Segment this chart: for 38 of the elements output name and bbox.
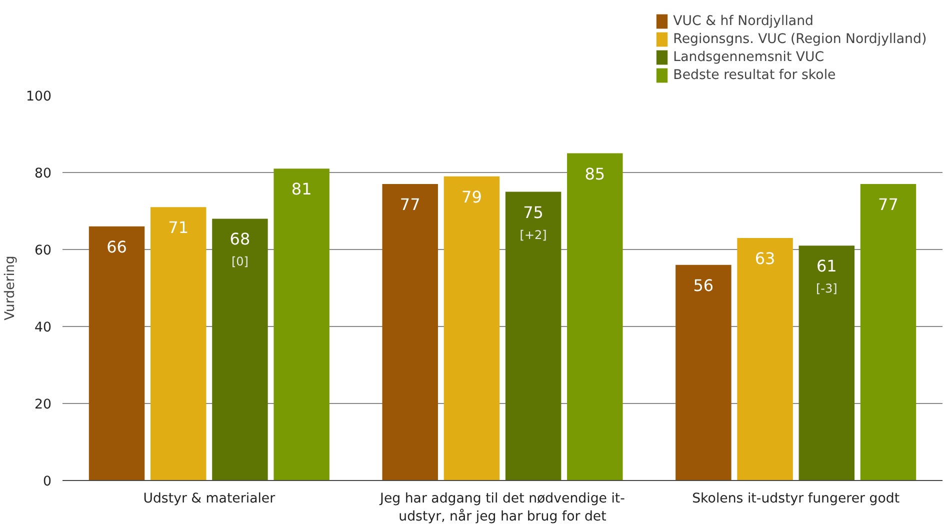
y-axis-title: Vurdering	[3, 256, 18, 320]
bar	[860, 184, 916, 480]
bar	[444, 176, 500, 480]
bar	[150, 207, 206, 480]
data-label: 81	[291, 180, 312, 199]
data-label: 56	[693, 276, 714, 295]
legend-label: VUC & hf Nordjylland	[673, 12, 814, 30]
data-label: 61 [-3]	[816, 256, 838, 296]
bar	[88, 226, 145, 480]
data-label: 71	[168, 218, 189, 238]
bar	[676, 264, 732, 480]
bar	[212, 218, 268, 480]
data-label: 77	[878, 195, 898, 214]
data-label: 75 [+2]	[520, 202, 547, 242]
y-tick-label: 40	[34, 320, 52, 336]
bar	[505, 192, 562, 480]
bar	[737, 238, 793, 480]
bar	[798, 246, 854, 480]
legend-label: Regionsgns. VUC (Region Nordjylland)	[673, 30, 927, 48]
x-tick-label: Skolens it-udstyr fungerer godt	[692, 492, 900, 506]
y-tick-label: 20	[34, 398, 52, 412]
data-label: 63	[754, 248, 776, 268]
data-label: 77	[400, 195, 420, 214]
data-label: 85	[584, 164, 606, 184]
y-tick-label: 100	[26, 90, 52, 104]
data-label: 66	[106, 237, 127, 256]
legend-label: Bedste resultat for skole	[673, 66, 836, 84]
data-label: 79	[462, 187, 482, 206]
data-label: 68 [0]	[230, 230, 250, 269]
bar	[567, 153, 623, 480]
x-tick-label: Udstyr & materialer	[143, 492, 276, 506]
x-tick-label: Jeg har adgang til det nødvendige it-udstyr, når jeg har brug for det	[379, 492, 626, 524]
y-tick-label: 0	[43, 474, 52, 490]
y-tick-label: 60	[34, 244, 52, 258]
legend-label: Landsgennemsnit VUC	[673, 48, 824, 66]
y-tick-label: 80	[34, 166, 52, 182]
bar	[382, 184, 438, 480]
bar	[274, 168, 330, 480]
